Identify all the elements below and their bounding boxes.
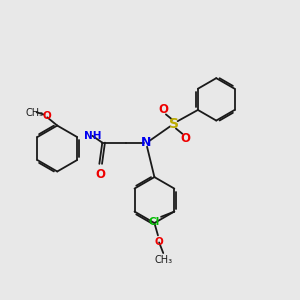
Text: O: O xyxy=(42,111,51,122)
Text: O: O xyxy=(154,237,163,247)
Text: N: N xyxy=(141,136,152,149)
Text: NH: NH xyxy=(84,130,101,141)
Text: S: S xyxy=(169,117,179,131)
Text: CH₃: CH₃ xyxy=(155,255,173,266)
Text: O: O xyxy=(180,132,190,145)
Text: CH₃: CH₃ xyxy=(26,108,44,118)
Text: Cl: Cl xyxy=(149,218,160,227)
Text: O: O xyxy=(158,103,168,116)
Text: O: O xyxy=(95,168,106,181)
